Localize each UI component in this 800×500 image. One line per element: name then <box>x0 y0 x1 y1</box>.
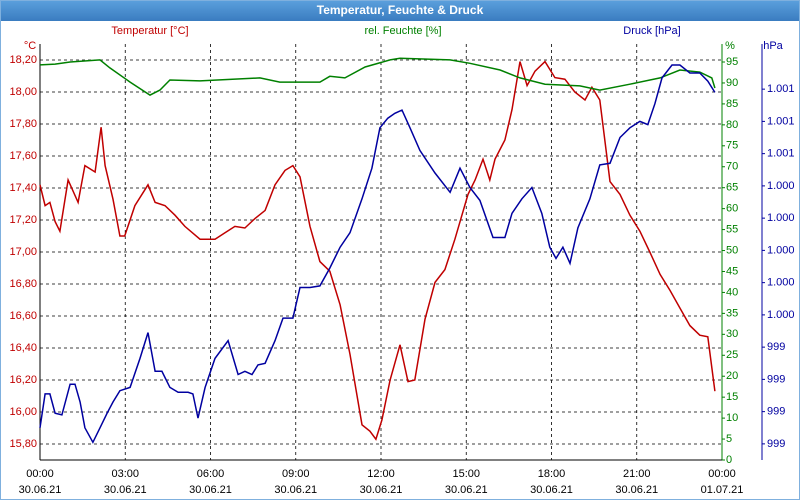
y2-tick-label: 85 <box>726 98 738 110</box>
y3-tick-label: 1.000 <box>767 212 795 224</box>
y2-tick-label: 45 <box>726 265 738 277</box>
y3-tick-label: 999 <box>767 406 785 418</box>
x-tick-date: 30.06.21 <box>189 484 232 496</box>
x-tick-label: 00:00 <box>708 468 736 480</box>
y2-tick-label: 40 <box>726 286 738 298</box>
y-tick-label: 18,00 <box>9 86 37 98</box>
y-tick-label: 16,40 <box>9 342 37 354</box>
y3-tick-label: 999 <box>767 341 785 353</box>
y-tick-label: 17,00 <box>9 246 37 258</box>
y2-tick-label: 90 <box>726 77 738 89</box>
x-tick-date: 30.06.21 <box>104 484 147 496</box>
x-tick-date: 30.06.21 <box>19 484 62 496</box>
y-tick-label: 17,40 <box>9 182 37 194</box>
x-tick-date: 30.06.21 <box>615 484 658 496</box>
x-tick-date: 01.07.21 <box>701 484 744 496</box>
y3-tick-label: 1.001 <box>767 115 795 127</box>
y-tick-label: 16,60 <box>9 310 37 322</box>
y2-tick-label: 15 <box>726 391 738 403</box>
x-tick-label: 06:00 <box>197 468 225 480</box>
y2-axis-title: rel. Feuchte [%] <box>364 25 441 37</box>
y2-tick-label: 10 <box>726 412 738 424</box>
y2-tick-label: 70 <box>726 161 738 173</box>
y2-tick-label: 30 <box>726 328 738 340</box>
y2-tick-label: 0 <box>726 454 732 466</box>
y3-tick-label: 999 <box>767 438 785 450</box>
y-tick-label: 16,20 <box>9 374 37 386</box>
y3-tick-label: 999 <box>767 373 785 385</box>
y2-tick-label: 20 <box>726 370 738 382</box>
x-tick-date: 30.06.21 <box>360 484 403 496</box>
x-tick-label: 12:00 <box>367 468 395 480</box>
y2-tick-label: 65 <box>726 182 738 194</box>
x-tick-date: 30.06.21 <box>274 484 317 496</box>
y2-tick-label: 60 <box>726 203 738 215</box>
y-tick-label: 16,80 <box>9 278 37 290</box>
y2-tick-label: 55 <box>726 223 738 235</box>
x-tick-label: 21:00 <box>623 468 651 480</box>
x-tick-label: 00:00 <box>26 468 54 480</box>
y-tick-label: 17,60 <box>9 150 37 162</box>
y-tick-label: 18,20 <box>9 54 37 66</box>
y2-tick-label: 35 <box>726 307 738 319</box>
y3-tick-label: 1.000 <box>767 277 795 289</box>
y3-tick-label: 1.000 <box>767 244 795 256</box>
y3-tick-label: 1.001 <box>767 83 795 95</box>
y-tick-label: 16,00 <box>9 406 37 418</box>
x-tick-date: 30.06.21 <box>445 484 488 496</box>
y3-tick-label: 1.001 <box>767 148 795 160</box>
x-tick-label: 15:00 <box>452 468 480 480</box>
y3-axis-title: Druck [hPa] <box>623 25 680 37</box>
y2-tick-label: 95 <box>726 56 738 68</box>
y2-tick-label: 75 <box>726 140 738 152</box>
title-bar <box>1 1 799 21</box>
x-tick-label: 18:00 <box>538 468 566 480</box>
y-tick-label: 17,20 <box>9 214 37 226</box>
y2-axis-unit: % <box>725 40 735 52</box>
x-tick-date: 30.06.21 <box>530 484 573 496</box>
y2-tick-label: 5 <box>726 433 732 445</box>
y3-axis-unit: hPa <box>763 40 783 52</box>
chart-title: Temperatur, Feuchte & Druck <box>317 3 484 17</box>
y2-tick-label: 25 <box>726 349 738 361</box>
y-axis-unit: °C <box>24 40 36 52</box>
x-tick-label: 09:00 <box>282 468 310 480</box>
y3-tick-label: 1.000 <box>767 309 795 321</box>
series-line <box>39 60 716 441</box>
series-line <box>39 64 716 444</box>
y-tick-label: 17,80 <box>9 118 37 130</box>
y2-tick-label: 80 <box>726 119 738 131</box>
y3-tick-label: 1.000 <box>767 180 795 192</box>
y-tick-label: 15,80 <box>9 438 37 450</box>
y2-tick-label: 50 <box>726 244 738 256</box>
y-axis-title: Temperatur [°C] <box>111 25 188 37</box>
series-line <box>39 57 716 96</box>
x-tick-label: 03:00 <box>111 468 139 480</box>
